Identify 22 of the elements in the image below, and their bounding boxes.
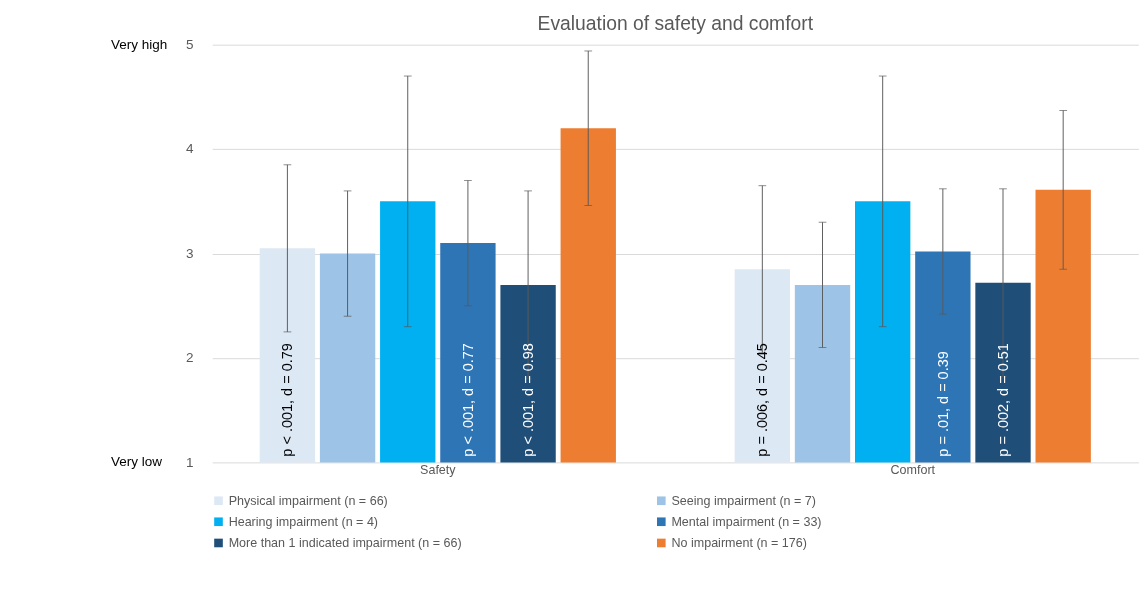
data-label: p < .001, d = 0.79	[279, 343, 296, 457]
y-tick-label: 2	[185, 350, 194, 366]
data-label: p = .002, d = 0.51	[994, 343, 1011, 457]
data-label: p = .01, d = 0.39	[934, 351, 951, 457]
data-label: p < .001, d = 0.98	[519, 343, 536, 457]
legend-label: Mental impairment (n = 33)	[671, 514, 822, 529]
legend-label: Hearing impairment (n = 4)	[228, 514, 379, 529]
legend-label: Physical impairment (n = 66)	[228, 493, 388, 508]
data-label: p = .006, d = 0.45	[754, 343, 771, 457]
legend-label: No impairment (n = 176)	[671, 535, 807, 550]
text: Very low	[110, 454, 163, 470]
chart-title: Evaluation of safety and comfort	[537, 13, 814, 35]
y-tick-label: 5	[185, 37, 194, 53]
legend-label: More than 1 indicated impairment (n = 66)	[228, 535, 462, 550]
x-tick-label: Safety	[420, 463, 457, 478]
y-tick-label: 1	[185, 454, 194, 470]
data-label: p < .001, d = 0.77	[459, 343, 476, 457]
x-tick-label: Comfort	[890, 463, 936, 478]
y-tick-label: 3	[185, 245, 194, 261]
y-tick-label: 4	[185, 141, 194, 157]
legend-label: Seeing impairment (n = 7)	[671, 493, 816, 508]
text: Very high	[110, 36, 168, 52]
